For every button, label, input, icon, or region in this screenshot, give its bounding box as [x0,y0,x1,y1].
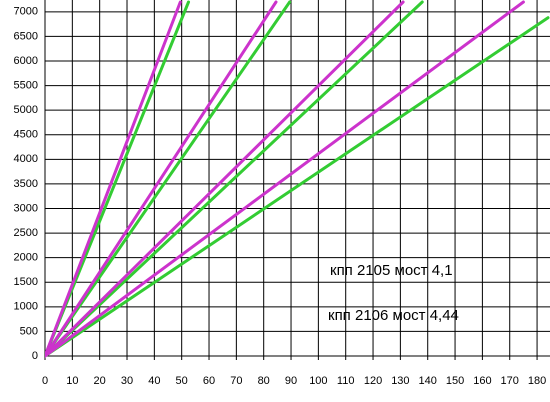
y-tick-label: 3500 [14,178,38,190]
x-tick-label: 160 [473,375,491,387]
y-tick-label: 2500 [14,227,38,239]
legend-entry: кпп 2105 мост 4,1 [330,262,453,279]
x-tick-label: 130 [391,375,409,387]
series-line [45,0,292,358]
x-tick-label: 150 [446,375,464,387]
lines [45,0,550,358]
x-tick-label: 120 [364,375,382,387]
y-tick-label: 6000 [14,55,38,67]
x-tick-label: 90 [285,375,297,387]
series-line [45,16,550,358]
series-line [45,0,278,358]
y-tick-label: 2000 [14,252,38,264]
x-tick-label: 30 [121,375,133,387]
series-line [45,0,424,358]
x-tick-label: 70 [230,375,242,387]
x-tick-label: 180 [528,375,546,387]
y-tick-label: 1500 [14,276,38,288]
x-tick-label: 140 [419,375,437,387]
x-tick-label: 0 [42,375,48,387]
x-tick-label: 10 [66,375,78,387]
series-line [45,0,405,358]
y-tick-label: 4500 [14,129,38,141]
y-tick-label: 3000 [14,202,38,214]
y-tick-label: 5000 [14,104,38,116]
series-line [45,0,525,358]
x-tick-label: 170 [501,375,519,387]
x-tick-label: 60 [203,375,215,387]
y-tick-label: 5500 [14,79,38,91]
x-tick-label: 80 [258,375,270,387]
labels: 0500100015002000250030003500400045005000… [14,6,547,387]
legend-entry: кпп 2106 мост 4,44 [328,307,459,324]
y-tick-label: 1000 [14,301,38,313]
y-tick-label: 6500 [14,30,38,42]
y-tick-label: 7000 [14,6,38,18]
series-line [45,0,182,358]
x-tick-label: 50 [176,375,188,387]
y-tick-label: 0 [32,350,38,362]
y-tick-label: 4000 [14,153,38,165]
y-tick-label: 500 [20,325,38,337]
x-tick-label: 100 [309,375,327,387]
x-tick-label: 110 [337,375,355,387]
x-tick-label: 40 [148,375,160,387]
x-tick-label: 20 [94,375,106,387]
